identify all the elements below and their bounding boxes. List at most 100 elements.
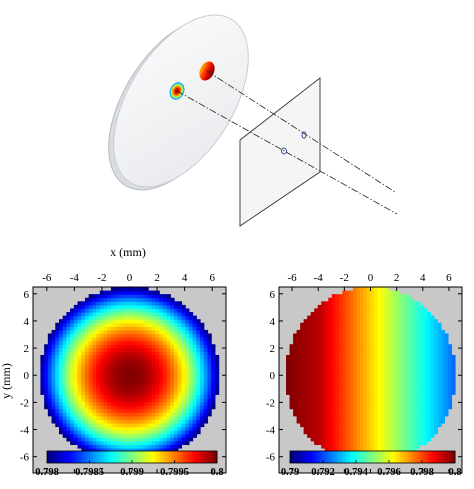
heatmap-cell <box>129 315 134 320</box>
heatmap-cell <box>419 326 424 331</box>
heatmap-cell <box>317 394 322 399</box>
heatmap-cell <box>377 422 382 428</box>
heatmap-cell <box>307 408 312 413</box>
heatmap-cell <box>92 333 97 338</box>
heatmap-cell <box>331 344 336 349</box>
heatmap-cell <box>374 301 379 306</box>
heatmap-cell <box>377 387 382 392</box>
heatmap-cell <box>103 308 108 313</box>
heatmap-cell <box>349 362 354 367</box>
heatmap-cell <box>70 380 75 385</box>
heatmap-cell <box>144 312 149 317</box>
heatmap-cell <box>118 326 123 331</box>
heatmap-cell <box>114 308 119 313</box>
heatmap-cell <box>170 405 175 410</box>
heatmap-cell <box>148 362 153 367</box>
heatmap-cell <box>352 308 358 313</box>
heatmap-cell <box>73 440 79 445</box>
heatmap-cell <box>99 304 105 310</box>
heatmap-cell <box>196 383 201 388</box>
heatmap-cell <box>366 365 372 370</box>
colorbar-tick-label: 0.794 <box>344 467 368 478</box>
heatmap-cell <box>162 383 168 388</box>
heatmap-cell <box>419 372 424 378</box>
heatmap-cell <box>381 440 386 445</box>
x-tick-label: 0 <box>127 272 133 284</box>
heatmap-cell <box>99 358 105 363</box>
heatmap-cell <box>133 329 138 335</box>
heatmap-cell <box>211 387 216 392</box>
heatmap-cell <box>451 362 456 367</box>
heatmap-cell <box>349 401 354 406</box>
screen-plane <box>239 77 321 227</box>
heatmap-cell <box>331 362 336 367</box>
heatmap-cell <box>110 372 116 378</box>
heatmap-cell <box>405 322 410 327</box>
heatmap-cell <box>58 422 64 428</box>
heatmap-cell <box>303 322 308 327</box>
heatmap-cell <box>426 419 431 424</box>
heatmap-cell <box>412 365 417 370</box>
heatmap-cell <box>416 308 421 313</box>
heatmap-cell <box>140 301 145 306</box>
heatmap-cell <box>395 319 400 324</box>
heatmap-cell <box>426 333 431 338</box>
heatmap-cell <box>103 333 108 338</box>
heatmap-cell <box>144 297 149 302</box>
heatmap-cell <box>384 412 389 417</box>
heatmap-cell <box>391 401 396 406</box>
heatmap-cell <box>356 297 361 302</box>
heatmap-cell <box>370 362 375 367</box>
heatmap-cell <box>359 319 365 324</box>
heatmap-cell <box>395 372 400 378</box>
heatmap-cell <box>363 422 368 428</box>
heatmap-cell <box>412 415 417 420</box>
heatmap-cell <box>437 383 442 388</box>
heatmap-cell <box>321 308 326 313</box>
heatmap-cell <box>110 447 116 453</box>
heatmap-cell <box>181 387 186 392</box>
heatmap-cell <box>310 401 315 406</box>
heatmap-cell <box>303 344 308 349</box>
heatmap-cell <box>103 383 108 388</box>
heatmap-cell <box>214 376 220 381</box>
heatmap-cell <box>107 315 112 320</box>
heatmap-cell <box>200 362 205 367</box>
heatmap-cell <box>426 426 431 431</box>
heatmap-cell <box>159 415 164 420</box>
heatmap-cell <box>338 337 343 342</box>
heatmap-cell <box>363 297 368 302</box>
heatmap-cell <box>356 358 361 363</box>
heatmap-cell <box>363 387 368 392</box>
heatmap-cell <box>70 308 75 313</box>
heatmap-cell <box>381 380 386 385</box>
heatmap-cell <box>174 437 179 442</box>
heatmap-cell <box>88 430 93 435</box>
heatmap-cell <box>314 408 319 413</box>
heatmap-cell <box>159 394 164 399</box>
heatmap-cell <box>409 390 414 395</box>
colorbar-segment <box>89 451 93 463</box>
heatmap-cell <box>317 380 322 385</box>
heatmap-cell <box>349 376 354 381</box>
heatmap-cell <box>398 405 403 410</box>
heatmap-cell <box>129 347 134 352</box>
heatmap-cell <box>177 369 183 374</box>
heatmap-cell <box>398 351 403 356</box>
heatmap-cell <box>140 347 145 352</box>
heatmap-cell <box>107 354 112 360</box>
heatmap-cell <box>144 376 149 381</box>
heatmap-cell <box>58 347 64 352</box>
heatmap-cell <box>314 376 319 381</box>
heatmap-cell <box>148 308 153 313</box>
heatmap-cell <box>405 376 410 381</box>
heatmap-cell <box>66 333 71 338</box>
heatmap-cell <box>159 426 164 431</box>
heatmap-cell <box>122 369 127 374</box>
heatmap-cell <box>338 312 343 317</box>
heatmap-cell <box>384 440 389 445</box>
heatmap-cell <box>314 415 319 420</box>
heatmap-cell <box>170 447 175 453</box>
heatmap-cell <box>122 333 127 338</box>
heatmap-cell <box>342 304 347 310</box>
